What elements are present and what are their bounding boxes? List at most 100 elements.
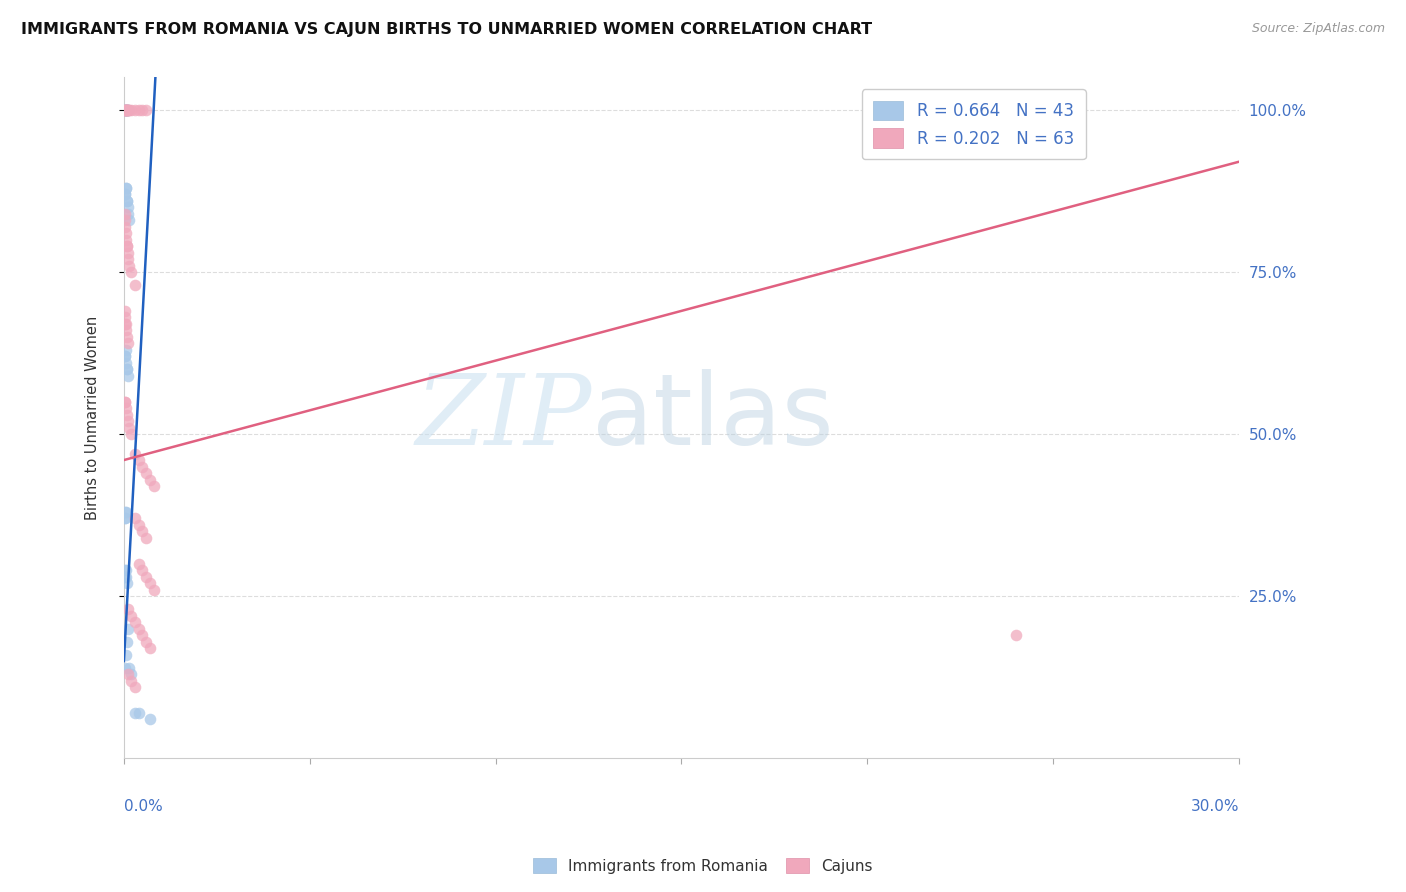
Text: 30.0%: 30.0% xyxy=(1191,799,1239,814)
Point xyxy=(114,317,136,331)
Point xyxy=(117,414,139,428)
Point xyxy=(120,427,142,442)
Point xyxy=(118,213,141,227)
Point xyxy=(114,401,136,416)
Point xyxy=(114,103,136,117)
Point xyxy=(114,505,136,519)
Point xyxy=(117,667,139,681)
Point xyxy=(115,362,138,376)
Point xyxy=(131,524,153,539)
Point xyxy=(115,103,138,117)
Point xyxy=(115,194,138,208)
Point xyxy=(115,362,138,376)
Point xyxy=(117,622,139,636)
Point xyxy=(114,563,136,577)
Point xyxy=(128,517,150,532)
Point xyxy=(128,622,150,636)
Point xyxy=(135,531,157,545)
Point xyxy=(120,103,142,117)
Point xyxy=(114,103,136,117)
Point xyxy=(118,420,141,434)
Point xyxy=(115,330,138,344)
Point xyxy=(117,602,139,616)
Point xyxy=(135,570,157,584)
Point xyxy=(117,103,139,117)
Text: IMMIGRANTS FROM ROMANIA VS CAJUN BIRTHS TO UNMARRIED WOMEN CORRELATION CHART: IMMIGRANTS FROM ROMANIA VS CAJUN BIRTHS … xyxy=(21,22,872,37)
Point xyxy=(124,680,146,694)
Point xyxy=(114,103,136,117)
Point xyxy=(114,317,136,331)
Point xyxy=(114,187,136,202)
Point xyxy=(115,103,138,117)
Point xyxy=(114,660,136,674)
Point xyxy=(114,206,136,220)
Point xyxy=(142,479,165,493)
Point xyxy=(114,103,136,117)
Point xyxy=(114,103,136,117)
Point xyxy=(131,563,153,577)
Point xyxy=(124,103,146,117)
Point xyxy=(114,103,136,117)
Point xyxy=(114,310,136,325)
Point xyxy=(115,103,138,117)
Point xyxy=(124,446,146,460)
Point xyxy=(118,259,141,273)
Point xyxy=(115,634,138,648)
Point xyxy=(115,239,138,253)
Point xyxy=(142,582,165,597)
Point xyxy=(124,511,146,525)
Point xyxy=(135,466,157,480)
Point xyxy=(128,557,150,571)
Point xyxy=(117,368,139,383)
Point xyxy=(114,511,136,525)
Point xyxy=(115,103,138,117)
Point xyxy=(114,349,136,363)
Point xyxy=(114,394,136,409)
Point xyxy=(128,103,150,117)
Point xyxy=(1005,628,1028,642)
Point xyxy=(115,239,138,253)
Point xyxy=(117,252,139,266)
Point xyxy=(118,660,141,674)
Point xyxy=(115,233,138,247)
Point xyxy=(114,226,136,240)
Point xyxy=(131,459,153,474)
Point xyxy=(135,103,157,117)
Point xyxy=(114,187,136,202)
Point xyxy=(114,505,136,519)
Point xyxy=(115,356,138,370)
Point xyxy=(120,608,142,623)
Point xyxy=(115,194,138,208)
Point xyxy=(117,336,139,351)
Point xyxy=(114,103,136,117)
Y-axis label: Births to Unmarried Women: Births to Unmarried Women xyxy=(86,316,100,520)
Point xyxy=(114,648,136,662)
Point xyxy=(114,304,136,318)
Point xyxy=(114,349,136,363)
Point xyxy=(114,394,136,409)
Text: 0.0%: 0.0% xyxy=(124,799,163,814)
Point xyxy=(120,265,142,279)
Point xyxy=(115,103,138,117)
Point xyxy=(117,103,139,117)
Legend: R = 0.664   N = 43, R = 0.202   N = 63: R = 0.664 N = 43, R = 0.202 N = 63 xyxy=(862,89,1085,160)
Point xyxy=(115,576,138,591)
Text: atlas: atlas xyxy=(592,369,834,467)
Point xyxy=(124,706,146,720)
Point xyxy=(115,180,138,194)
Text: ZIP: ZIP xyxy=(416,370,592,466)
Point xyxy=(128,706,150,720)
Point xyxy=(139,641,162,656)
Point xyxy=(131,628,153,642)
Point xyxy=(115,408,138,422)
Point xyxy=(139,576,162,591)
Point xyxy=(114,511,136,525)
Point xyxy=(117,245,139,260)
Point xyxy=(120,667,142,681)
Point xyxy=(114,343,136,357)
Point xyxy=(128,453,150,467)
Point xyxy=(115,570,138,584)
Point xyxy=(114,219,136,234)
Point xyxy=(114,570,136,584)
Point xyxy=(139,713,162,727)
